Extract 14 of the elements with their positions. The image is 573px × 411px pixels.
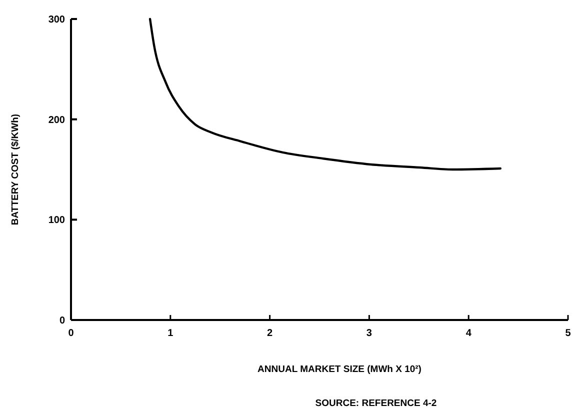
source-note: SOURCE: REFERENCE 4-2 (315, 398, 437, 409)
x-tick-label: 3 (366, 328, 372, 339)
x-tick-label: 1 (168, 328, 174, 339)
x-tick-label: 2 (267, 328, 274, 339)
line-series (148, 18, 502, 171)
y-tick-label: 100 (48, 215, 66, 226)
y-tick-label: 200 (48, 114, 66, 126)
y-tick-label: 0 (59, 316, 66, 326)
x-axis-title: ANNUAL MARKET SIZE (MWh X 10²) (258, 364, 422, 375)
x-tick-label: 5 (565, 328, 572, 339)
y-axis-title: BATTERY COST ($/KWh) (10, 114, 21, 226)
x-tick-label: 0 (68, 328, 74, 339)
x-tick-label: 4 (466, 328, 472, 339)
y-tick-label: 300 (48, 14, 66, 26)
